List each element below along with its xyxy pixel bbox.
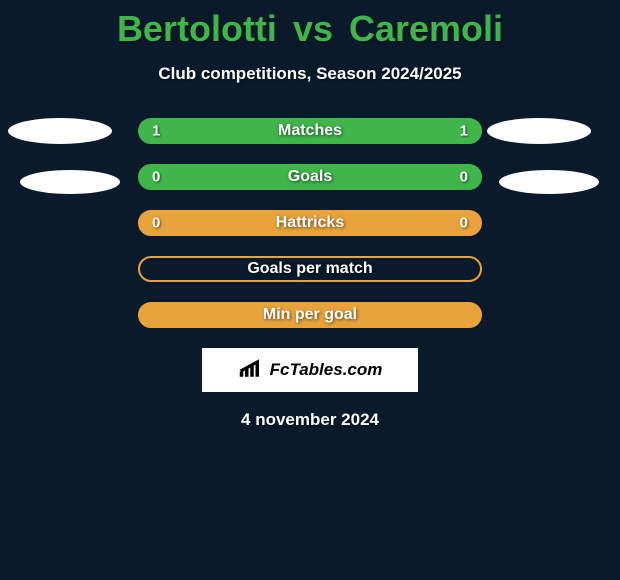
stat-label: Hattricks (276, 214, 344, 232)
stat-row: 1 Matches 1 (138, 118, 482, 144)
stat-row: Goals per match (138, 256, 482, 282)
comparison-title: Bertolotti vs Caremoli (0, 0, 620, 50)
subtitle: Club competitions, Season 2024/2025 (0, 64, 620, 84)
stat-label: Goals (288, 168, 332, 186)
stat-row: Min per goal (138, 302, 482, 328)
avatar-placeholder-left-1 (8, 118, 112, 144)
stat-label: Matches (278, 122, 342, 140)
chart-icon (238, 357, 266, 384)
stat-label: Min per goal (263, 306, 357, 324)
stat-value-right: 0 (460, 215, 468, 232)
stat-label: Goals per match (247, 260, 372, 278)
avatar-placeholder-right-2 (499, 170, 599, 194)
stat-value-left: 0 (152, 215, 160, 232)
stat-value-right: 0 (460, 169, 468, 186)
stat-row: 0 Hattricks 0 (138, 210, 482, 236)
site-badge: FcTables.com (202, 348, 418, 392)
stats-chart: 1 Matches 1 0 Goals 0 0 Hattricks 0 Goals per mat… (0, 118, 620, 328)
player1-name: Bertolotti (117, 8, 277, 49)
stat-value-left: 0 (152, 169, 160, 186)
vs-label: vs (293, 8, 333, 49)
stat-value-left: 1 (152, 123, 160, 140)
site-brand: FcTables.com (270, 360, 383, 380)
date-label: 4 november 2024 (0, 410, 620, 430)
player2-name: Caremoli (349, 8, 503, 49)
stat-value-right: 1 (460, 123, 468, 140)
avatar-placeholder-right-1 (487, 118, 591, 144)
avatar-placeholder-left-2 (20, 170, 120, 194)
stat-row: 0 Goals 0 (138, 164, 482, 190)
